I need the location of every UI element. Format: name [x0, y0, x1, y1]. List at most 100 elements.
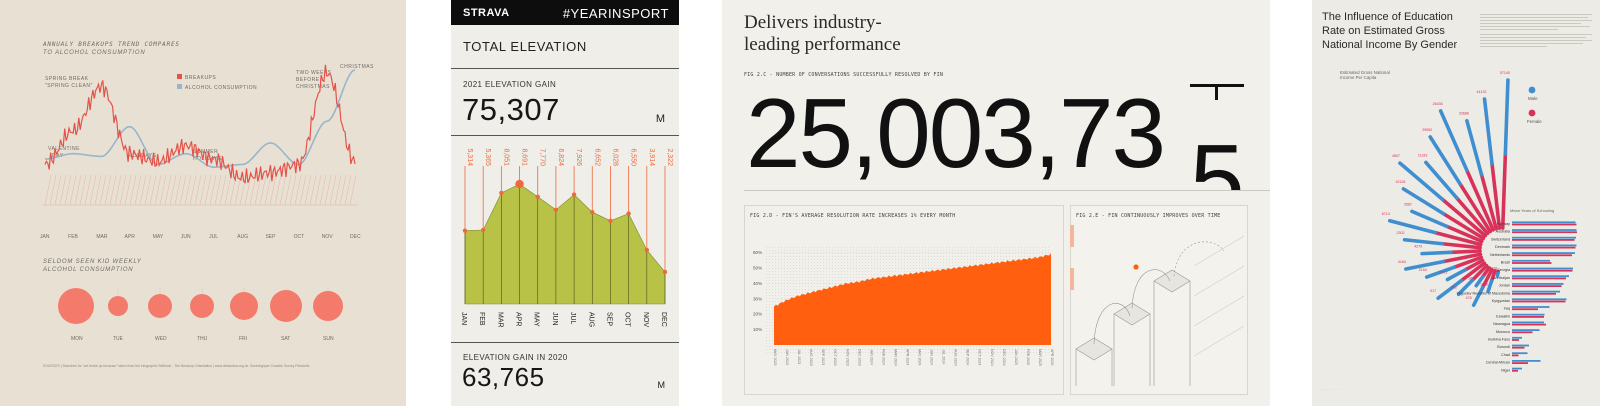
income-value-label: 917: [1430, 289, 1436, 293]
y-tick-50: 50%: [753, 266, 762, 271]
hatch-line: [284, 174, 292, 206]
gain-unit: M: [655, 113, 665, 125]
divider: [451, 342, 679, 343]
hatch-line: [139, 174, 147, 206]
male-income-ray: [1410, 209, 1449, 229]
page-heading: Delivers industry- leading performance: [744, 12, 901, 56]
hatch-line: [174, 174, 182, 206]
month-label-apr: APR: [515, 312, 522, 326]
female-schooling-bar: [1512, 362, 1528, 364]
income-value-label: 11183: [1418, 153, 1427, 157]
elevation-point: [626, 211, 631, 216]
x-tick-month: MAY 2023: [773, 349, 777, 365]
male-schooling-bar: [1512, 336, 1522, 339]
jump-arc: [1093, 303, 1131, 345]
elevation-value-label: 6,652: [593, 148, 600, 166]
female-income-ray: [1465, 168, 1495, 232]
hatch-line: [99, 174, 107, 206]
hatch-line: [59, 174, 67, 206]
female-schooling-bar: [1512, 285, 1562, 287]
steps-illustration: [1075, 235, 1244, 386]
x-tick-month: SEP 2024: [966, 349, 970, 365]
hatch-line: [304, 174, 312, 206]
hatch-line: [114, 174, 122, 206]
subtitle-line1: Estimated Gross National: [1340, 70, 1390, 75]
hatch-line: [94, 174, 102, 206]
country-label: Netherlands: [1490, 253, 1510, 257]
hatch-line: [119, 174, 127, 206]
hatch-line: [79, 174, 87, 206]
bubble-tue: [108, 296, 128, 316]
hatch-line: [259, 174, 267, 206]
x-tick-month: AUG 2023: [809, 349, 813, 366]
hatch-line: [69, 174, 77, 206]
income-value-label: 1657: [1468, 277, 1476, 281]
female-income-ray: [1445, 224, 1484, 244]
x-tick-month: APR 2024: [905, 349, 909, 365]
female-income-ray: [1481, 267, 1494, 290]
income-value-label: 4279: [1414, 245, 1422, 249]
legend-male-dot: [1528, 86, 1536, 94]
country-label: Australia: [1496, 230, 1511, 234]
bubble-sun: [313, 291, 343, 321]
male-income-ray: [1465, 118, 1484, 177]
x-tick-feb: FEB: [68, 234, 78, 240]
mean-years-label: Mean Years of Schooling: [1510, 208, 1554, 213]
divider: [451, 135, 679, 136]
income-value-label: 33686: [1459, 112, 1469, 116]
male-income-ray: [1428, 135, 1463, 186]
elevation-point: [553, 207, 559, 213]
male-income-ray: [1471, 285, 1485, 307]
hatch-line: [209, 174, 217, 206]
female-income-ray: [1500, 152, 1508, 230]
male-income-ray: [1424, 160, 1459, 200]
income-value-label: 1176: [1489, 267, 1497, 271]
country-label: Denmark: [1495, 245, 1510, 249]
country-label: Georgia: [1497, 268, 1511, 272]
income-value-label: 4897: [1392, 154, 1400, 158]
female-schooling-bar: [1512, 269, 1573, 272]
male-schooling-bar: [1512, 267, 1573, 270]
x-tick-month: OCT 2024: [978, 349, 982, 366]
fig-2d-label: FIG 2.D - FIN'S AVERAGE RESOLUTION RATE …: [750, 213, 956, 219]
bubble-label-mon: MON: [71, 336, 83, 342]
fin-performance-page: Delivers industry- leading performance F…: [722, 0, 1270, 406]
male-income-ray: [1401, 187, 1446, 216]
breakups-chart-svg: ANNUALY BREAKUPS TREND COMPARES TO ALCOH…: [40, 41, 374, 368]
female-income-ray: [1441, 252, 1483, 264]
month-label-feb: FEB: [478, 312, 485, 326]
elevation-point: [608, 218, 613, 224]
conversations-count: 25,003,73: [746, 78, 1166, 188]
country-label: Kyrgyzstan: [1492, 299, 1510, 303]
male-income-ray: [1424, 265, 1456, 279]
female-income-ray: [1463, 258, 1485, 272]
bubble-thu: [190, 294, 214, 318]
annotation-christmas-1: CHRISTMAS: [296, 84, 330, 90]
resolution-area: [774, 253, 1051, 345]
bubble-label-tue: TUE: [113, 336, 124, 342]
bubble-sat: [270, 290, 302, 322]
hatch-line: [264, 174, 272, 206]
elevation-value-label: 6,824: [557, 148, 564, 166]
female-income-ray: [1480, 266, 1491, 279]
alcohol-line: [45, 69, 356, 168]
hashtag: #YEARINSPORT: [562, 6, 669, 21]
male-schooling-bar: [1512, 313, 1545, 316]
month-label-jan: JAN: [460, 312, 467, 325]
female-schooling-bar: [1512, 354, 1519, 357]
rolling-digit-value: 5: [1190, 124, 1245, 190]
legend-female-label: Female: [1527, 119, 1542, 124]
education-income-infographic: The Influence of Education Rate on Estim…: [1312, 0, 1600, 406]
income-value-label: 6714: [1382, 212, 1390, 216]
hatch-line: [104, 174, 112, 206]
hatch-line: [319, 174, 327, 206]
legend-breakups-label: BREAKUPS: [185, 75, 216, 81]
male-income-ray: [1474, 274, 1485, 288]
male-schooling-bar: [1512, 329, 1540, 331]
country-label: Chad: [1501, 353, 1510, 357]
country-label: Yugoslav Republic of Macedonia: [1456, 291, 1510, 295]
male-schooling-bar: [1512, 298, 1567, 301]
x-tick-month: MAR 2025: [1038, 349, 1042, 366]
country-label: Eswatini: [1496, 314, 1510, 318]
female-schooling-bar: [1512, 316, 1544, 318]
